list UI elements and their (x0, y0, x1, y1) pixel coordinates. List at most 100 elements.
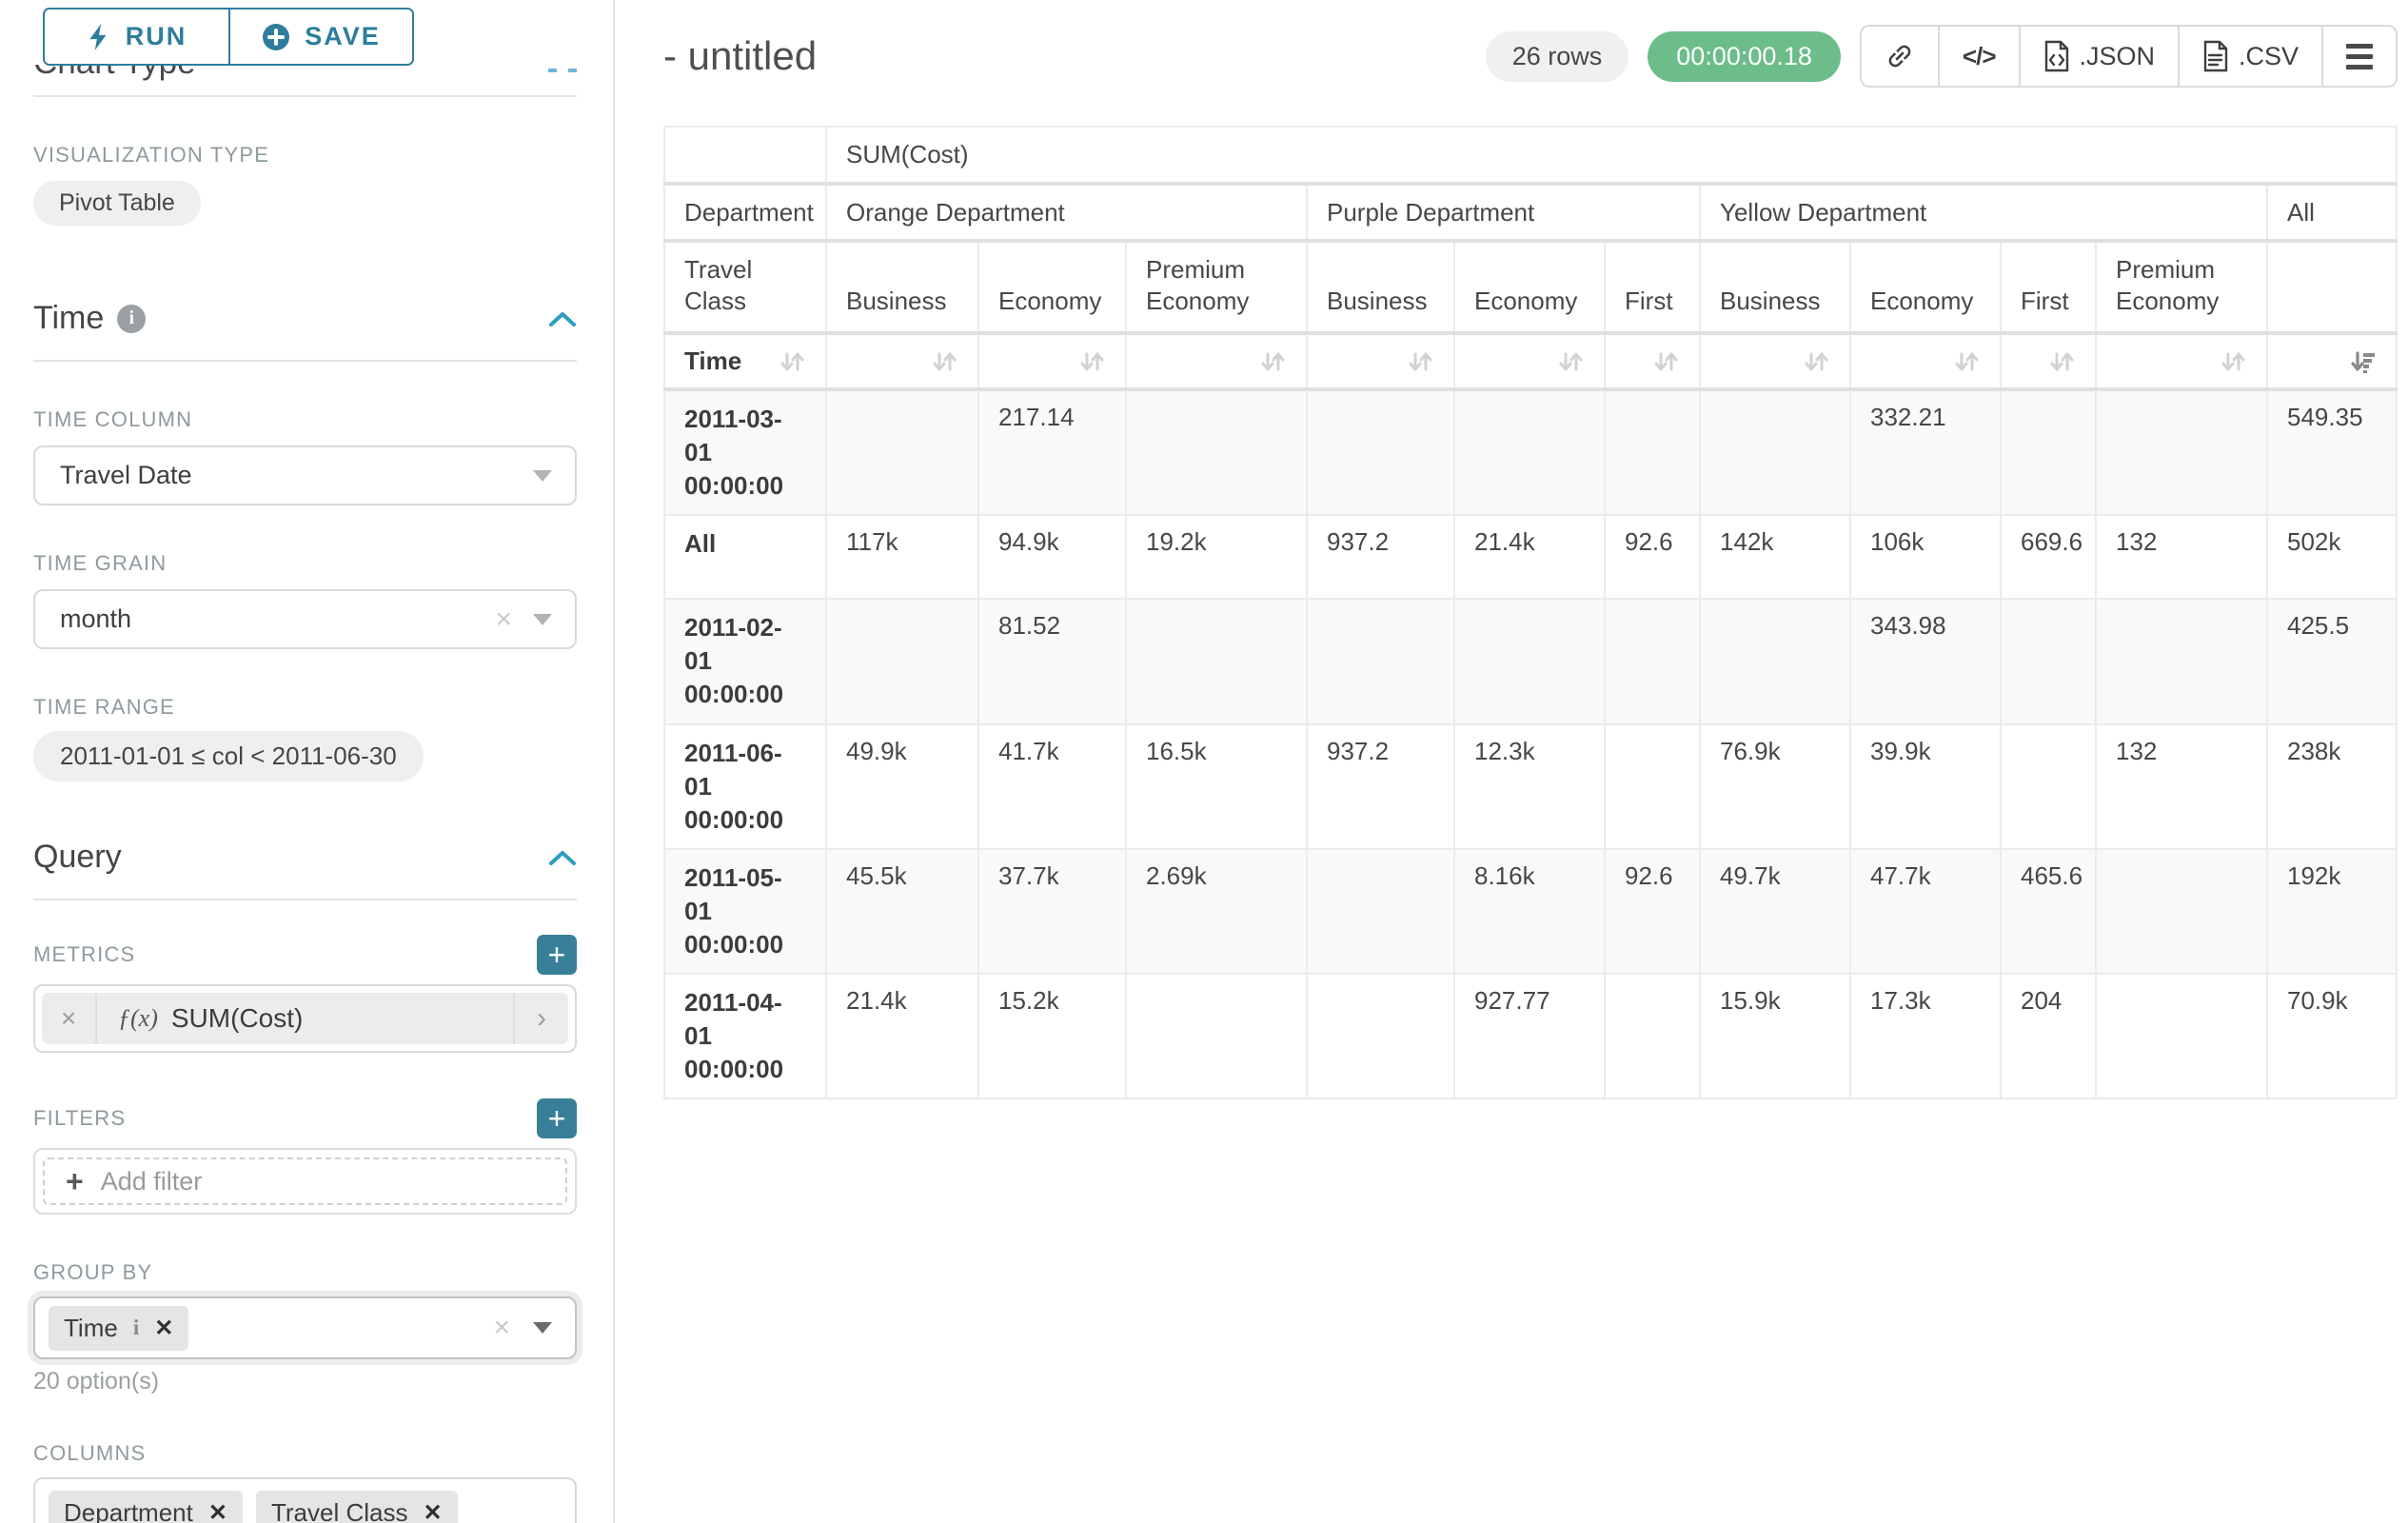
metrics-label: METRICS (33, 942, 136, 966)
time-range-label: TIME RANGE (33, 695, 175, 719)
run-button[interactable]: RUN (45, 10, 228, 64)
chevron-down-icon[interactable] (533, 469, 552, 482)
value-cell: 425.5 (2265, 598, 2398, 725)
sort-toggle-icon[interactable] (1406, 347, 1434, 376)
group-by-label: GROUP BY (33, 1260, 153, 1284)
add-filter-button[interactable]: + Add filter (43, 1157, 567, 1205)
add-filter-plus-button[interactable]: + (537, 1098, 577, 1138)
sort-toggle-icon[interactable] (1952, 347, 1981, 376)
row-dimension-label: Travel Class (663, 240, 827, 335)
chart-title[interactable]: - untitled (663, 33, 818, 78)
sort-toggle-icon[interactable] (1556, 347, 1585, 376)
chevron-down-icon[interactable] (533, 613, 552, 625)
view-query-button[interactable]: </> (1937, 27, 2019, 86)
group-by-select[interactable]: Time i ✕ × (33, 1296, 577, 1359)
value-cell (1306, 387, 1455, 517)
chevron-down-icon[interactable] (533, 1322, 552, 1334)
control-panel-sidebar: Chart Type RUN SAVE (0, 0, 615, 1523)
sort-header-cell[interactable] (1699, 332, 1851, 391)
tag-label: Travel Class (270, 1498, 408, 1523)
visualization-type-pill[interactable]: Pivot Table (33, 181, 201, 226)
section-divider (33, 360, 577, 362)
visualization-type-label: VISUALIZATION TYPE (33, 143, 270, 167)
value-cell: 81.52 (977, 598, 1127, 725)
sort-header-cell[interactable] (1453, 332, 1606, 391)
chevron-right-icon[interactable]: › (513, 993, 568, 1044)
sort-header-cell[interactable] (2265, 332, 2398, 391)
add-metric-button[interactable]: + (537, 935, 577, 975)
travel-class-header: Economy (1453, 240, 1606, 335)
remove-tag-icon[interactable]: ✕ (154, 1315, 174, 1341)
time-sort-header[interactable]: Time (663, 332, 827, 391)
collapse-chevron-icon[interactable] (548, 849, 577, 866)
sort-toggle-icon[interactable] (1802, 347, 1830, 376)
tag-label: Department (64, 1498, 193, 1523)
export-csv-label: .CSV (2239, 41, 2299, 70)
clear-icon[interactable]: × (495, 603, 512, 635)
remove-tag-icon[interactable]: ✕ (207, 1500, 227, 1523)
tag-label: Time (64, 1313, 118, 1342)
sort-header-cell[interactable] (2000, 332, 2097, 391)
value-cell (825, 387, 979, 517)
value-cell (2095, 973, 2268, 1100)
sort-header-cell[interactable] (1849, 332, 2002, 391)
value-cell: 15.2k (977, 973, 1127, 1100)
plus-icon: + (66, 1163, 84, 1198)
remove-metric-icon[interactable]: × (42, 993, 97, 1044)
sort-header-cell[interactable] (1306, 332, 1455, 391)
value-cell: 45.5k (825, 847, 979, 976)
group-by-tag[interactable]: Time i ✕ (49, 1305, 189, 1351)
sort-header-cell[interactable] (977, 332, 1127, 391)
export-json-button[interactable]: .JSON (2018, 27, 2179, 86)
value-cell: 2.69k (1125, 847, 1308, 976)
menu-button[interactable] (2321, 27, 2397, 86)
value-cell: 15.9k (1699, 973, 1851, 1100)
value-cell (2095, 387, 2268, 517)
export-csv-button[interactable]: .CSV (2178, 27, 2322, 86)
columns-tag[interactable]: Travel Class ✕ (255, 1491, 458, 1523)
hamburger-menu-icon (2346, 43, 2374, 69)
value-cell (2000, 598, 2097, 725)
share-link-button[interactable] (1861, 27, 1938, 86)
sort-header-cell[interactable] (825, 332, 979, 391)
value-cell: 238k (2265, 722, 2398, 850)
table-row: All 117k 94.9k 19.2k 937.2 21.4k 92.6 142k 106k 6… (663, 514, 2398, 601)
row-header: All (663, 514, 827, 601)
sort-descending-icon[interactable] (2348, 347, 2377, 376)
remove-tag-icon[interactable]: ✕ (423, 1500, 443, 1523)
time-range-pill[interactable]: 2011-01-01 ≤ col < 2011-06-30 (33, 731, 424, 781)
time-column-select[interactable]: Travel Date (33, 445, 577, 505)
sort-toggle-icon[interactable] (1258, 347, 1287, 376)
time-section-title-text: Time (33, 300, 105, 336)
travel-class-header: Business (1306, 240, 1455, 335)
travel-class-header: First (1604, 240, 1701, 335)
metric-pill[interactable]: × ƒ(x) SUM(Cost) › (42, 993, 568, 1044)
collapse-chevron-icon[interactable] (548, 310, 577, 327)
sort-toggle-icon[interactable] (1077, 347, 1106, 376)
value-cell: 49.7k (1699, 847, 1851, 976)
export-toolbar: </> .JSON (1859, 25, 2398, 88)
time-grain-value: month (60, 604, 132, 633)
sort-toggle-icon[interactable] (2047, 347, 2076, 376)
sort-header-cell[interactable] (1604, 332, 1701, 391)
sort-header-cell[interactable] (1125, 332, 1308, 391)
value-cell: 21.4k (825, 973, 979, 1100)
columns-select[interactable]: Department✕Travel Class✕ × (33, 1477, 577, 1523)
chart-panel: - untitled 26 rows 00:00:00.18 </> (615, 0, 2408, 1523)
sort-toggle-icon[interactable] (778, 347, 806, 376)
value-cell: 47.7k (1849, 847, 2002, 976)
sort-header-cell[interactable] (2095, 332, 2268, 391)
row-header: 2011-03-01 00:00:00 (663, 387, 827, 517)
column-dimension-label: Department (663, 183, 827, 243)
columns-tag[interactable]: Department ✕ (49, 1491, 243, 1523)
value-cell: 21.4k (1453, 514, 1606, 601)
value-cell: 937.2 (1306, 514, 1455, 601)
value-cell (1699, 387, 1851, 517)
sort-toggle-icon[interactable] (1651, 347, 1680, 376)
sort-toggle-icon[interactable] (930, 347, 958, 376)
tag-info-icon: i (132, 1315, 140, 1339)
save-button[interactable]: SAVE (228, 10, 412, 64)
time-grain-select[interactable]: month × (33, 589, 577, 649)
clear-icon[interactable]: × (493, 1312, 510, 1343)
sort-toggle-icon[interactable] (2219, 347, 2247, 376)
